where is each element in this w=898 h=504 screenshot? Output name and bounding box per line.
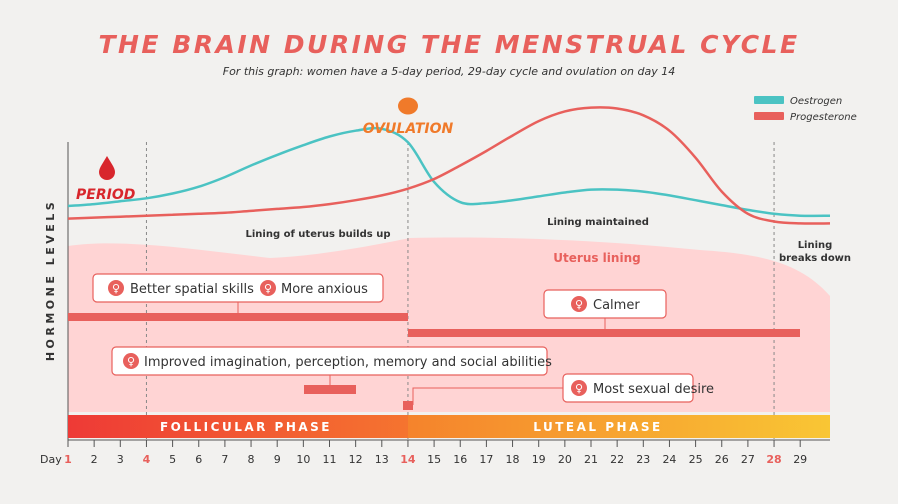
follicular-effect-bar — [68, 313, 408, 321]
lining-builds-label: Lining of uterus builds up — [246, 229, 391, 240]
egg-icon — [398, 97, 418, 115]
x-tick-label: 1 — [64, 453, 72, 466]
spatial-label: Better spatial skills — [130, 282, 254, 297]
y-axis-label: HORMONE LEVELS — [44, 199, 57, 361]
calmer-label: Calmer — [593, 298, 640, 313]
x-tick-label: 19 — [532, 453, 546, 466]
x-tick-label: 10 — [296, 453, 310, 466]
page-subtitle: For this graph: women have a 5-day perio… — [222, 65, 676, 78]
legend-swatch-oestrogen — [754, 96, 784, 104]
legend-label-oestrogen: Oestrogen — [790, 96, 842, 107]
desire-connector — [412, 387, 563, 405]
follicular-phase-label: FOLLICULAR PHASE — [160, 420, 332, 434]
callout-spatial-anxious: ♀ Better spatial skills ♀ More anxious — [92, 273, 384, 303]
desire-label: Most sexual desire — [593, 382, 714, 397]
legend-label-progesterone: Progesterone — [790, 112, 857, 123]
x-tick-label: 22 — [610, 453, 624, 466]
follicular-phase-bar — [68, 415, 408, 438]
uterus-lining-area — [68, 237, 830, 412]
female-symbol-glyph: ♀ — [575, 298, 583, 311]
x-tick-label: 18 — [506, 453, 520, 466]
period-label: PERIOD — [76, 187, 135, 203]
callout-imagination: ♀ Improved imagination, perception, memo… — [111, 346, 552, 376]
x-tick-label: 6 — [195, 453, 202, 466]
x-tick-label: 29 — [793, 453, 807, 466]
blood-drop-icon — [99, 156, 115, 180]
page-title: THE BRAIN DURING THE MENSTRUAL CYCLE — [98, 30, 800, 59]
female-symbol-glyph: ♀ — [112, 282, 120, 295]
callout-calmer: ♀ Calmer — [543, 289, 667, 319]
x-tick-label: 2 — [91, 453, 98, 466]
x-tick-label: 9 — [274, 453, 281, 466]
x-tick-label: 16 — [453, 453, 467, 466]
female-symbol-icon — [108, 280, 124, 296]
female-symbol-icon — [260, 280, 276, 296]
x-tick-label: 12 — [349, 453, 363, 466]
x-tick-label: 20 — [558, 453, 572, 466]
legend: Oestrogen Progesterone — [754, 96, 857, 123]
x-ticks: 1 2 3 4 5 6 7 8 9 10 11 12 13 14 15 16 17 18 19 20 21 22 23 24 2… — [64, 440, 807, 466]
x-tick-label: 21 — [584, 453, 598, 466]
oestrogen-line — [67, 126, 831, 218]
luteal-phase-bar — [408, 415, 830, 438]
uterus-lining-label: Uterus lining — [553, 251, 640, 265]
x-tick-label: 11 — [323, 453, 337, 466]
x-tick-label: 8 — [248, 453, 255, 466]
x-tick-label: 4 — [143, 453, 151, 466]
progesterone-line — [67, 106, 831, 225]
female-symbol-icon — [571, 380, 587, 396]
female-symbol-glyph: ♀ — [264, 282, 272, 295]
imagination-effect-bar — [304, 385, 356, 394]
x-tick-label: 5 — [169, 453, 176, 466]
female-symbol-icon — [571, 296, 587, 312]
x-tick-label: 7 — [221, 453, 228, 466]
x-tick-label: 27 — [741, 453, 755, 466]
female-symbol-glyph: ♀ — [575, 382, 583, 395]
imagination-label: Improved imagination, perception, memory… — [144, 355, 552, 370]
x-tick-label: 23 — [636, 453, 650, 466]
lining-breaks-label-2: breaks down — [779, 253, 851, 264]
x-tick-label: 15 — [427, 453, 441, 466]
x-axis-label: Day — [40, 453, 62, 466]
callout-desire: ♀ Most sexual desire — [562, 373, 714, 403]
luteal-effect-bar — [408, 329, 800, 337]
female-symbol-icon — [123, 353, 139, 369]
anxious-label: More anxious — [281, 282, 368, 297]
x-tick-label: 13 — [375, 453, 389, 466]
x-tick-label: 3 — [117, 453, 124, 466]
day-guides — [145, 142, 775, 440]
x-tick-label: 17 — [479, 453, 493, 466]
female-symbol-glyph: ♀ — [127, 355, 135, 368]
x-tick-label: 26 — [715, 453, 729, 466]
x-tick-label: 25 — [689, 453, 703, 466]
x-tick-label: 24 — [662, 453, 676, 466]
desire-effect-bar — [403, 401, 413, 410]
legend-swatch-progesterone — [754, 112, 784, 120]
x-tick-label: 14 — [400, 453, 416, 466]
lining-maintained-label: Lining maintained — [547, 217, 649, 228]
ovulation-label: OVULATION — [363, 121, 454, 137]
x-tick-label: 28 — [766, 453, 781, 466]
lining-breaks-label-1: Lining — [798, 240, 833, 251]
luteal-phase-label: LUTEAL PHASE — [533, 420, 662, 434]
